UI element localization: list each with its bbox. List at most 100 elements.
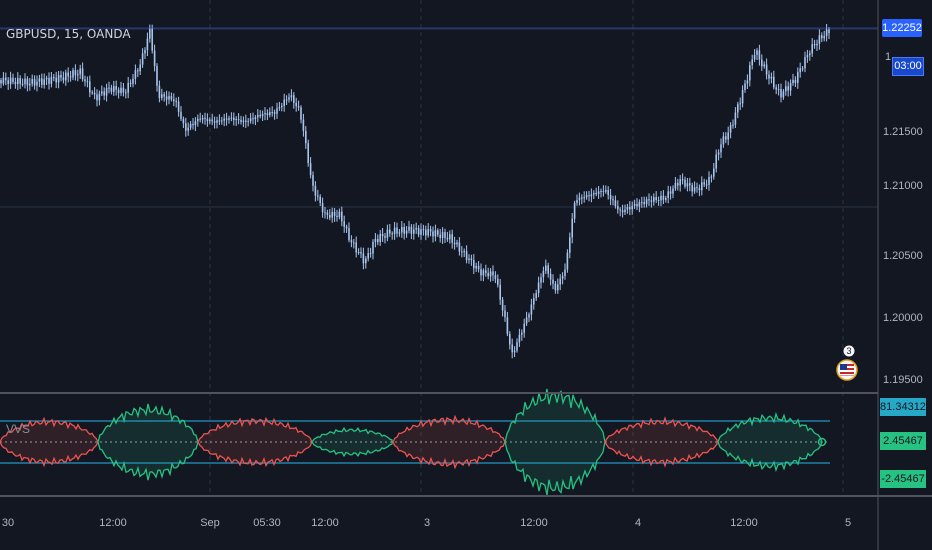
candle-body [29,83,31,86]
candle-body [813,44,816,46]
candle-body [247,121,249,123]
candle-body [105,87,108,96]
candle-body [158,85,161,98]
candle-body [324,212,326,214]
candle-body [545,265,547,271]
bar-countdown-tag: 03:00 [892,57,924,76]
candle-body [333,212,336,216]
candle-body [384,236,386,238]
current-price-tag: 1.22252 [882,19,922,37]
candle-body [197,118,199,122]
indicator-lower-tag: -2.45467 [880,470,926,488]
candle-body [485,270,487,273]
candle-body [638,202,641,207]
candle-body [597,191,600,195]
candle-body [437,230,439,235]
candle-body [192,123,194,126]
candle-body [681,179,684,181]
candle-body [151,28,153,51]
candle-body [149,28,151,39]
candle-body [233,117,235,121]
candle-body [609,194,612,200]
candle-body [461,251,463,253]
candle-body [53,77,55,79]
candle-body [101,91,103,94]
candle-body [218,120,221,122]
price-tick: 1.21500 [883,126,923,138]
candle-body [98,93,101,101]
candle-body [773,76,775,88]
candle-body [237,119,240,121]
candle-body [338,211,341,218]
candle-body [72,70,74,78]
indicator-lobe [604,416,718,468]
candle-body [12,77,14,82]
candle-body [81,68,84,80]
candle-body [477,265,480,270]
candle-body [770,76,773,79]
time-label: 12:00 [730,517,758,529]
indicator-lobe [97,403,199,481]
candle-body [429,229,432,232]
candle-body [245,120,247,122]
candle-body [221,120,223,122]
candle-body [607,190,609,195]
candle-body [662,195,665,200]
candle-body [242,120,245,122]
candle-body [717,152,720,155]
candle-body [249,118,252,122]
time-label: 05:30 [253,517,281,529]
candle-body [266,113,269,116]
candle-body [497,278,499,285]
candle-body [581,197,583,199]
candle-body [705,184,708,186]
candle-body [161,94,163,98]
candle-body [240,120,242,122]
candle-body [374,238,377,242]
candle-body [57,75,60,83]
candle-body [91,92,93,94]
candle-body [777,89,780,91]
candle-body [585,195,588,198]
candle-body [405,230,408,234]
event-count-badge [842,344,856,358]
candle-body [187,127,189,131]
candle-body [41,78,43,85]
candle-body [674,182,677,189]
candle-body [321,203,324,213]
us-flag-icon[interactable]: 3 [836,344,858,382]
candle-body [199,118,201,120]
grid-lines [0,0,878,496]
candle-body [137,70,139,72]
candle-body [31,79,33,84]
candle-body [357,251,360,253]
candle-body [177,101,180,112]
candle-body [600,191,602,193]
candle-body [794,79,797,83]
symbol-title[interactable]: GBPUSD, 15, OANDA [6,27,131,41]
candle-body [816,43,818,46]
candle-body [571,218,573,238]
candle-body [261,114,264,117]
candle-body [206,118,209,122]
candle-body [590,194,593,197]
candle-body [825,29,828,37]
time-label: 12:00 [520,517,548,529]
candle-body [823,36,825,39]
candle-body [761,59,763,67]
candle-body [698,188,701,191]
candle-body [799,68,801,73]
candle-body [134,70,137,79]
candle-body [449,234,451,240]
candle-body [525,317,528,324]
candle-body [655,197,657,200]
candle-body [482,270,485,276]
time-label: 30 [1,517,15,529]
candle-body [7,80,9,84]
candle-body [427,229,429,236]
candle-body [278,107,281,109]
indicator-label[interactable]: VVS [6,422,31,436]
candle-body [612,199,614,201]
candle-body [225,118,228,120]
